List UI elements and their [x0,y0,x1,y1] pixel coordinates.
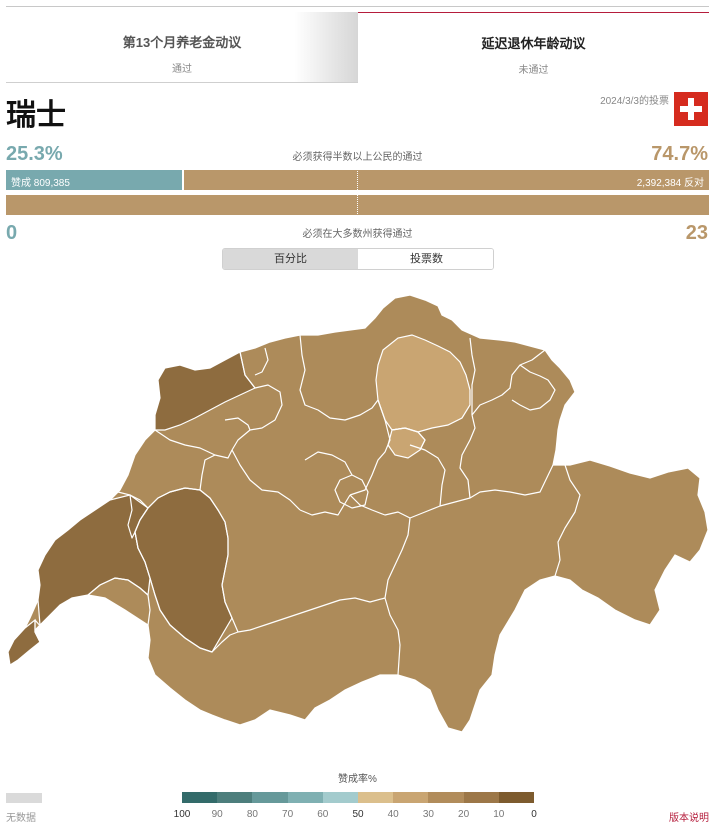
view-toggle: 百分比 投票数 [222,248,494,270]
canton-border [127,494,136,539]
no-data-label: 无数据 [6,813,36,824]
legend-color-scale [182,792,534,803]
vote-date: 2024/3/3的投票 [600,96,669,107]
no-percent: 74.7% [651,143,708,165]
canton-border [511,364,556,411]
canton-border [231,351,283,451]
canton-border [34,619,51,643]
legend-swatch [358,792,394,803]
canton-border [384,517,411,676]
yes-votes-label: 赞成 809,385 [11,178,70,189]
legend-tick-label: 80 [246,809,258,820]
legend-tick-label: 40 [387,809,399,820]
canton-border [237,597,386,633]
country-title: 瑞士 [6,99,66,132]
swiss-flag-icon [674,92,708,126]
legend-swatch [463,792,499,803]
legend-tick-label: 10 [493,809,505,820]
canton-border [154,429,233,459]
switzerland-map [7,294,709,733]
legend-swatch [322,792,358,803]
legend-tick-label: 100 [173,809,191,820]
canton-border [469,337,476,415]
toggle-percent[interactable]: 百分比 [223,249,358,269]
canton-border [409,464,554,519]
canton-border [334,474,369,509]
canton-border [224,417,251,431]
canton-border [231,449,301,511]
canton-border [299,334,379,421]
canton-border [87,577,151,626]
legend-swatch [428,792,464,803]
canton-border [391,427,426,451]
tab-status: 通过 [172,64,192,75]
legend-swatch [182,792,218,803]
no-votes-label: 2,392,384 反对 [636,178,704,189]
top-divider [6,6,709,7]
canton-border [134,487,213,653]
canton-border [471,349,546,416]
canton-border [349,494,411,519]
legend-tick-label: 50 [352,809,364,820]
version-notes-link[interactable]: 版本说明 [669,813,709,824]
canton-border [409,444,446,507]
canton-border [304,451,353,476]
tab-pension-13th-month[interactable]: 第13个月养老金动议 通过 [6,12,358,83]
legend-tick-label: 30 [422,809,434,820]
tab-title: 延迟退休年龄动议 [481,36,586,51]
popular-yes-segment [6,170,184,190]
canton-border [199,454,216,491]
legend-swatch [498,792,534,803]
legend-tick-label: 60 [317,809,329,820]
legend-swatch [287,792,323,803]
no-data-swatch [6,793,42,803]
cantons-no-count: 23 [685,222,708,244]
initiative-tabs: 第13个月养老金动议 通过 延迟退休年龄动议 未通过 [6,12,709,83]
cantons-requirement: 必须在大多数州获得通过 [302,229,413,240]
legend-tick-label: 70 [282,809,294,820]
canton-border [211,631,239,653]
canton-border [459,414,476,499]
legend-swatch [217,792,253,803]
canton-border [554,464,581,577]
canton-border [199,489,239,633]
tab-retirement-age[interactable]: 延迟退休年龄动议 未通过 [358,12,709,83]
canton-border [254,347,269,376]
toggle-votes[interactable]: 投票数 [359,249,493,269]
legend-tick-label: 90 [211,809,223,820]
legend-swatch [252,792,288,803]
majority-line [357,168,358,216]
tab-title: 第13个月养老金动议 [122,35,242,50]
yes-percent: 25.3% [6,143,63,165]
legend-swatch [393,792,429,803]
legend-title: 赞成率% [338,774,377,785]
popular-requirement: 必须获得半数以上公民的通过 [292,152,423,163]
cantons-yes-count: 0 [6,222,18,244]
legend-tick-label: 0 [531,809,537,820]
canton-border [299,494,351,516]
tab-status: 未通过 [518,65,549,76]
legend-tick-label: 20 [458,809,470,820]
